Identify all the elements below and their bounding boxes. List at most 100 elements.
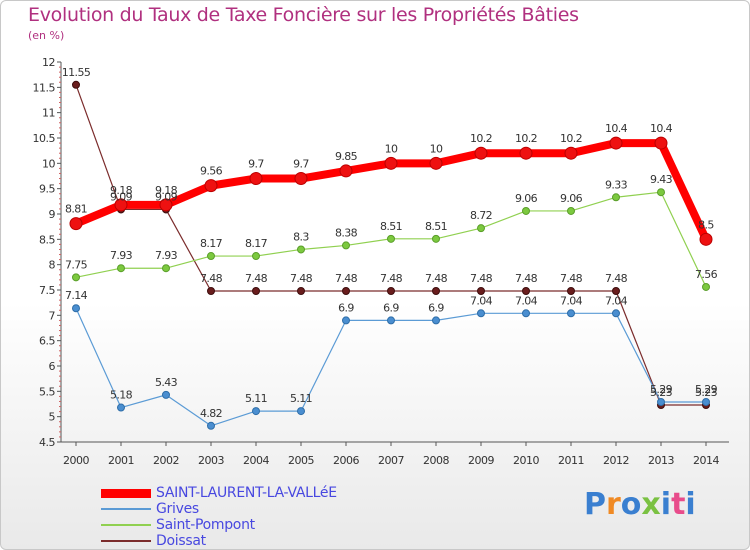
data-label: 7.48: [425, 272, 448, 285]
data-label: 8.81: [65, 203, 87, 216]
data-label: 8.17: [245, 237, 268, 250]
y-tick-label: 11: [42, 107, 55, 120]
data-point: [702, 282, 710, 291]
logo-letter: i: [685, 487, 696, 522]
data-label: 7.48: [290, 272, 313, 285]
data-label: 11.55: [62, 66, 91, 79]
data-label: 7.93: [110, 249, 133, 262]
y-tick-label: 7.5: [39, 284, 55, 297]
legend-label: Doissat: [156, 533, 206, 549]
data-point: [207, 252, 215, 261]
logo-letter: i: [660, 487, 672, 522]
data-point: [252, 252, 260, 261]
legend-label: Grives: [156, 501, 199, 517]
data-point: [297, 287, 305, 296]
data-point: [339, 164, 353, 178]
data-point: [567, 309, 575, 318]
data-label: 7.48: [245, 272, 268, 285]
data-label: 10.2: [560, 132, 582, 145]
data-point: [474, 146, 488, 160]
data-point: [207, 287, 215, 296]
legend-label: Saint-Pompont: [156, 517, 255, 533]
x-tick-label: 2010: [513, 454, 539, 467]
x-tick-label: 2011: [558, 454, 584, 467]
data-label: 7.04: [470, 294, 493, 307]
series-line: [75, 307, 706, 427]
y-tick-label: 9: [49, 208, 56, 221]
series-saint-pompont: [72, 188, 710, 291]
data-point: [162, 390, 170, 399]
data-point: [657, 188, 665, 197]
data-point: [114, 198, 128, 212]
data-point: [567, 287, 575, 296]
data-point: [477, 287, 485, 296]
legend-swatch: [101, 540, 151, 542]
data-label: 9.85: [335, 150, 358, 163]
y-tick-label: 5: [49, 411, 56, 424]
chart-title: Evolution du Taux de Taxe Foncière sur l…: [28, 4, 579, 26]
data-label: 7.93: [155, 249, 178, 262]
data-label: 6.9: [338, 301, 354, 314]
data-point: [522, 287, 530, 296]
legend-swatch: [101, 489, 151, 498]
data-point: [387, 316, 395, 325]
data-label: 7.75: [65, 258, 88, 271]
data-point: [294, 172, 308, 186]
series-doissat: [72, 80, 710, 410]
data-point: [564, 146, 578, 160]
data-label: 9.56: [200, 165, 223, 178]
data-label: 9.18: [155, 184, 178, 197]
x-tick-label: 2012: [603, 454, 629, 467]
data-label: 7.48: [515, 272, 538, 285]
y-tick-label: 7: [49, 309, 56, 322]
data-label: 10.2: [515, 132, 537, 145]
data-point: [387, 287, 395, 296]
data-label: 9.7: [293, 158, 309, 171]
y-tick-label: 5.5: [39, 385, 55, 398]
data-label: 5.23: [650, 386, 673, 399]
data-point: [387, 234, 395, 243]
data-label: 5.29: [650, 383, 673, 396]
y-tick-label: 9.5: [39, 183, 55, 196]
data-label: 5.11: [245, 392, 267, 405]
data-point: [699, 232, 713, 246]
y-tick-label: 10: [42, 157, 55, 170]
logo-letter: x: [641, 487, 661, 522]
y-tick-label: 4.5: [39, 436, 55, 449]
data-point: [69, 217, 83, 231]
data-point: [522, 309, 530, 318]
data-point: [342, 241, 350, 250]
y-tick-label: 6: [49, 360, 56, 373]
data-label: 7.48: [380, 272, 403, 285]
data-label: 8.72: [470, 209, 492, 222]
data-point: [519, 146, 533, 160]
data-label: 7.48: [200, 272, 223, 285]
y-tick-label: 10.5: [33, 132, 56, 145]
data-label: 6.9: [383, 301, 399, 314]
data-point: [609, 136, 623, 150]
data-label: 9.09: [110, 190, 133, 203]
data-label: 7.04: [560, 294, 583, 307]
x-tick-label: 2014: [693, 454, 719, 467]
data-point: [612, 193, 620, 202]
data-label: 5.29: [695, 383, 718, 396]
data-point: [612, 309, 620, 318]
x-tick-label: 2000: [63, 454, 89, 467]
data-point: [297, 245, 305, 254]
x-tick-label: 2004: [243, 454, 269, 467]
data-label: 9.43: [650, 173, 673, 186]
data-point: [162, 264, 170, 273]
x-tick-label: 2009: [468, 454, 494, 467]
data-point: [432, 316, 440, 325]
y-tick-label: 12: [42, 56, 55, 69]
data-label: 5.43: [155, 376, 178, 389]
x-tick-label: 2002: [153, 454, 179, 467]
data-point: [159, 198, 173, 212]
proxiti-logo: Proxiti: [584, 487, 696, 522]
data-point: [477, 224, 485, 233]
x-tick-label: 2013: [648, 454, 674, 467]
y-tick-label: 11.5: [33, 81, 56, 94]
data-label: 5.23: [695, 386, 718, 399]
data-label: 10.2: [470, 132, 492, 145]
